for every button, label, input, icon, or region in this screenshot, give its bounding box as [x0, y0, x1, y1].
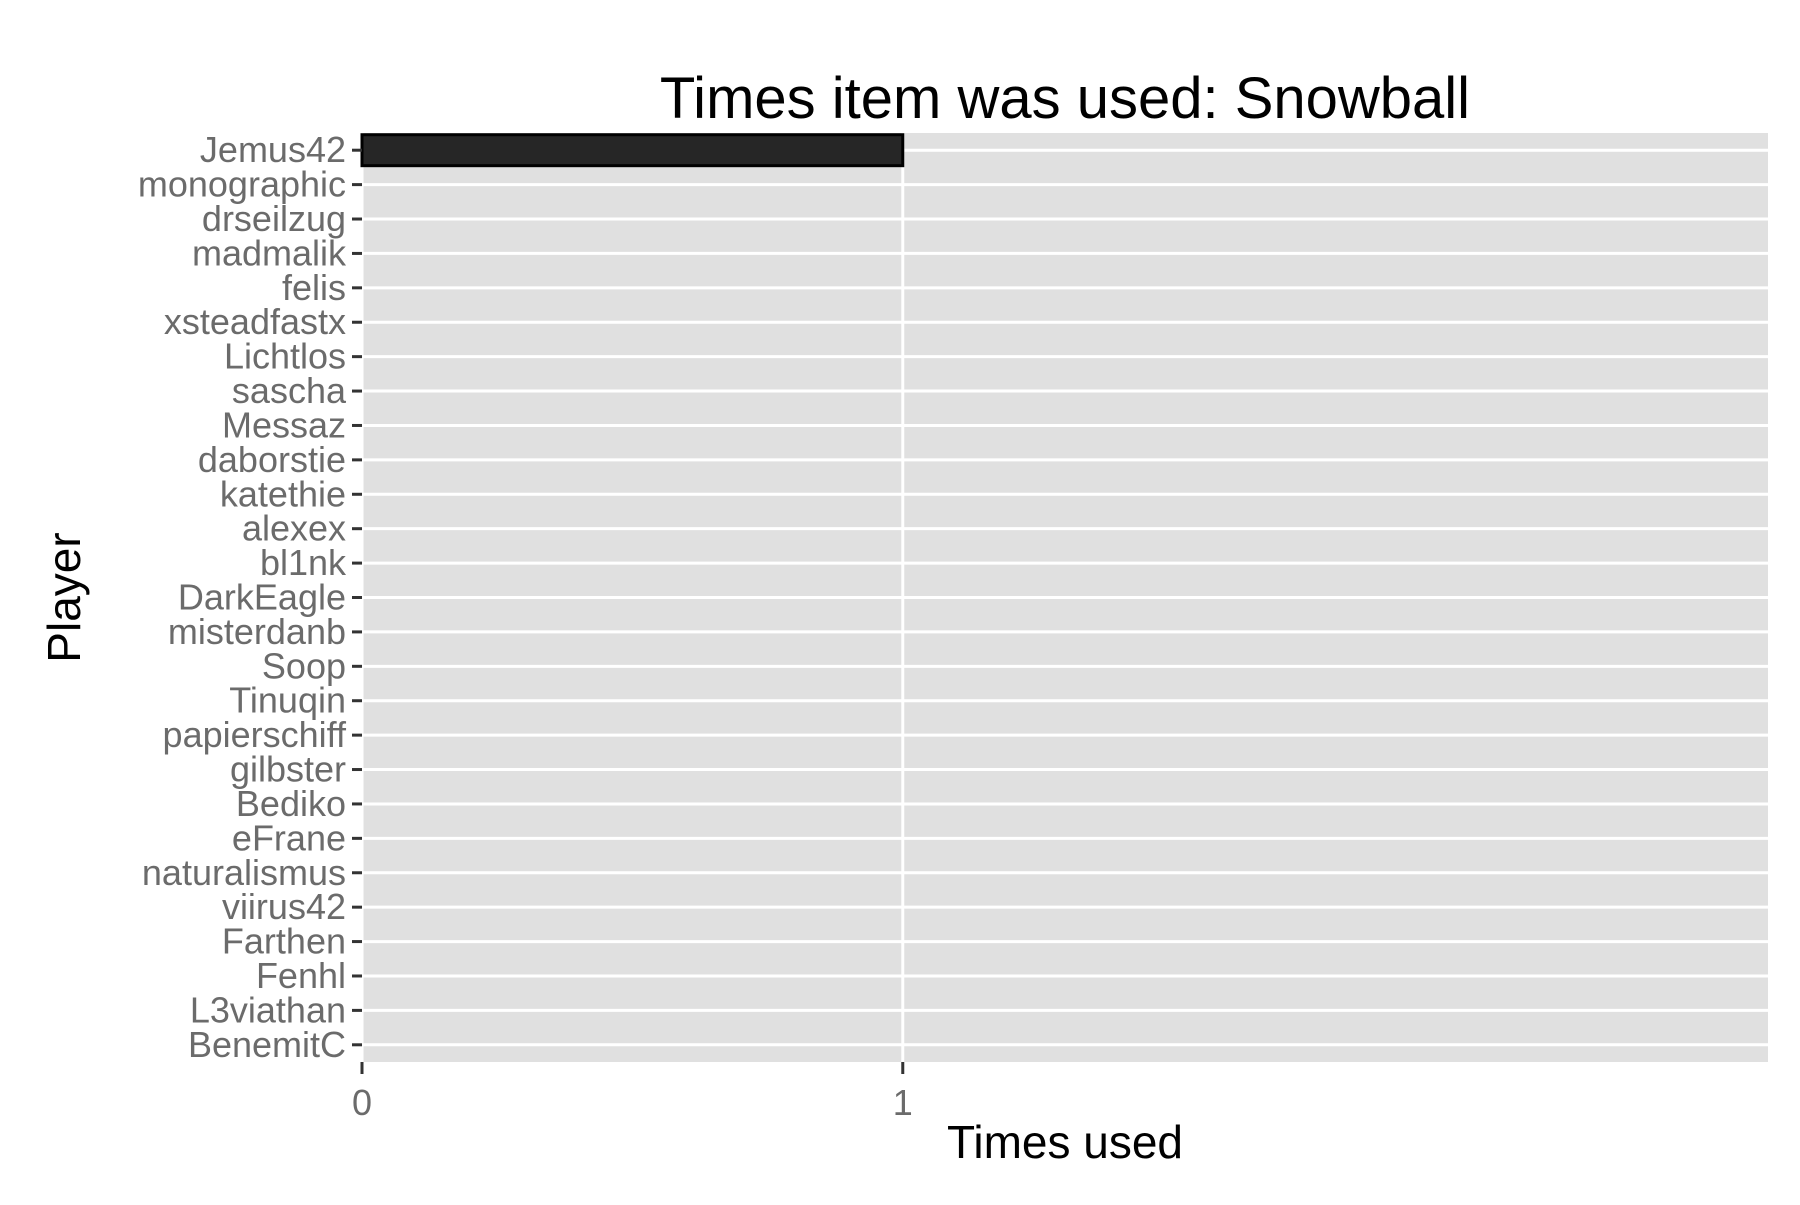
y-tick-label: DarkEagle: [178, 577, 346, 618]
y-tick-label: felis: [282, 267, 346, 308]
y-tick-label: papierschiff: [163, 714, 347, 755]
x-axis-title: Times used: [947, 1116, 1183, 1168]
y-tick-label: madmalik: [192, 232, 347, 273]
chart-title: Times item was used: Snowball: [660, 66, 1470, 131]
grid-lines: [360, 133, 1768, 1062]
y-tick-label: xsteadfastx: [164, 301, 346, 342]
y-tick-label: Bediko: [236, 783, 346, 824]
bar: [360, 133, 905, 168]
bars: [360, 133, 905, 168]
y-tick-label: Jemus42: [200, 129, 346, 170]
y-tick-label: naturalismus: [142, 852, 346, 893]
y-tick-label: drseilzug: [202, 198, 346, 239]
y-tick-label: viirus42: [222, 886, 346, 927]
y-tick-label: Messaz: [222, 404, 346, 445]
y-tick-label: Lichtlos: [224, 336, 346, 377]
y-tick-label: Tinuqin: [229, 680, 346, 721]
y-tick-label: Fenhl: [256, 955, 346, 996]
y-axis: Jemus42monographicdrseilzugmadmalikfelis…: [138, 129, 362, 1065]
y-tick-label: sascha: [232, 370, 347, 411]
y-axis-title: Player: [38, 532, 90, 662]
y-tick-label: bl1nk: [260, 542, 347, 583]
y-tick-label: gilbster: [230, 749, 346, 790]
y-tick-label: BenemitC: [188, 1024, 346, 1065]
x-tick-label: 0: [352, 1082, 372, 1123]
y-tick-label: monographic: [138, 164, 346, 205]
y-tick-label: Soop: [262, 645, 346, 686]
y-tick-label: misterdanb: [168, 611, 346, 652]
y-tick-label: eFrane: [232, 817, 346, 858]
y-tick-label: alexex: [242, 508, 346, 549]
x-tick-label: 1: [893, 1082, 913, 1123]
y-tick-label: katethie: [220, 473, 346, 514]
y-tick-label: L3viathan: [190, 989, 346, 1030]
y-tick-label: Farthen: [222, 921, 346, 962]
y-tick-label: daborstie: [198, 439, 346, 480]
